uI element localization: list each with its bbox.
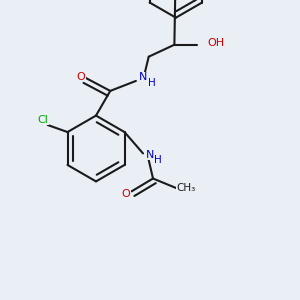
Text: Cl: Cl	[38, 115, 49, 125]
Text: OH: OH	[207, 38, 224, 48]
Text: H: H	[154, 155, 162, 165]
Text: O: O	[122, 189, 130, 199]
Text: H: H	[148, 78, 155, 88]
Text: CH₃: CH₃	[177, 184, 196, 194]
Text: N: N	[139, 72, 148, 82]
Text: O: O	[76, 72, 85, 82]
Text: N: N	[146, 150, 154, 160]
